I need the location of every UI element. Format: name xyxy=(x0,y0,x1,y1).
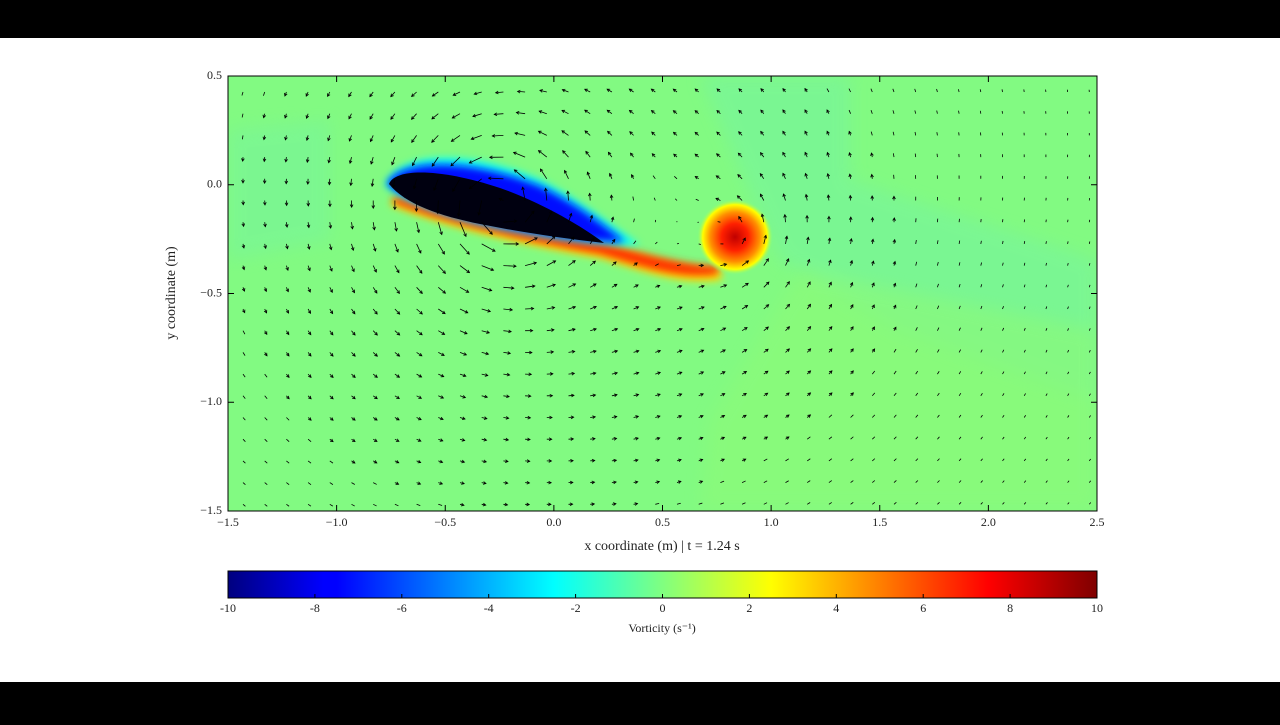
quiver-arrow xyxy=(1046,241,1047,244)
colorbar-tick-label: -8 xyxy=(310,601,320,615)
field xyxy=(228,76,1097,511)
quiver-arrow xyxy=(1003,241,1004,244)
y-tick-label: 0.5 xyxy=(207,68,222,82)
x-tick-label: 0.0 xyxy=(546,515,561,529)
letterbox-bottom xyxy=(0,682,1280,720)
x-tick-label: 1.5 xyxy=(872,515,887,529)
quiver-arrow xyxy=(677,243,679,244)
quiver-arrow xyxy=(959,111,960,114)
quiver-arrow xyxy=(718,222,721,223)
y-axis-label: y coordinate (m) xyxy=(164,246,179,340)
x-tick-label: 1.0 xyxy=(764,515,779,529)
field-patch xyxy=(228,120,330,260)
x-tick-label: −1.0 xyxy=(326,515,348,529)
quiver-arrow xyxy=(1024,241,1025,244)
x-tick-label: −1.5 xyxy=(217,515,239,529)
x-tick-label: 2.0 xyxy=(981,515,996,529)
x-axis-label: x coordinate (m) | t = 1.24 s xyxy=(584,539,739,554)
quiver-arrow xyxy=(1089,241,1090,243)
colorbar-tick-label: 2 xyxy=(746,601,752,615)
x-tick-label: 0.5 xyxy=(655,515,670,529)
colorbar-tick-label: -2 xyxy=(571,601,581,615)
x-tick-label: −0.5 xyxy=(434,515,456,529)
colorbar-tick-label: 10 xyxy=(1091,601,1103,615)
colorbar-tick-label: 0 xyxy=(660,601,666,615)
x-tick-label: 2.5 xyxy=(1090,515,1105,529)
colorbar xyxy=(228,571,1097,598)
quiver-arrow xyxy=(1068,241,1069,244)
colorbar-label: Vorticity (s⁻¹) xyxy=(628,621,695,635)
colorbar-tick-label: 6 xyxy=(920,601,926,615)
colorbar-tick-label: -4 xyxy=(484,601,494,615)
colorbar-tick-label: -10 xyxy=(220,601,236,615)
y-tick-label: 0.0 xyxy=(207,177,222,191)
quiver-arrow xyxy=(937,132,938,135)
letterbox-top xyxy=(0,0,1280,38)
colorbar-tick-label: 8 xyxy=(1007,601,1013,615)
colorbar-tick-label: 4 xyxy=(833,601,839,615)
quiver-arrow xyxy=(980,89,981,92)
vortex xyxy=(697,199,773,275)
y-tick-label: −1.5 xyxy=(200,503,222,517)
y-tick-label: −0.5 xyxy=(200,285,222,299)
y-tick-label: −1.0 xyxy=(200,394,222,408)
colorbar-tick-label: -6 xyxy=(397,601,407,615)
